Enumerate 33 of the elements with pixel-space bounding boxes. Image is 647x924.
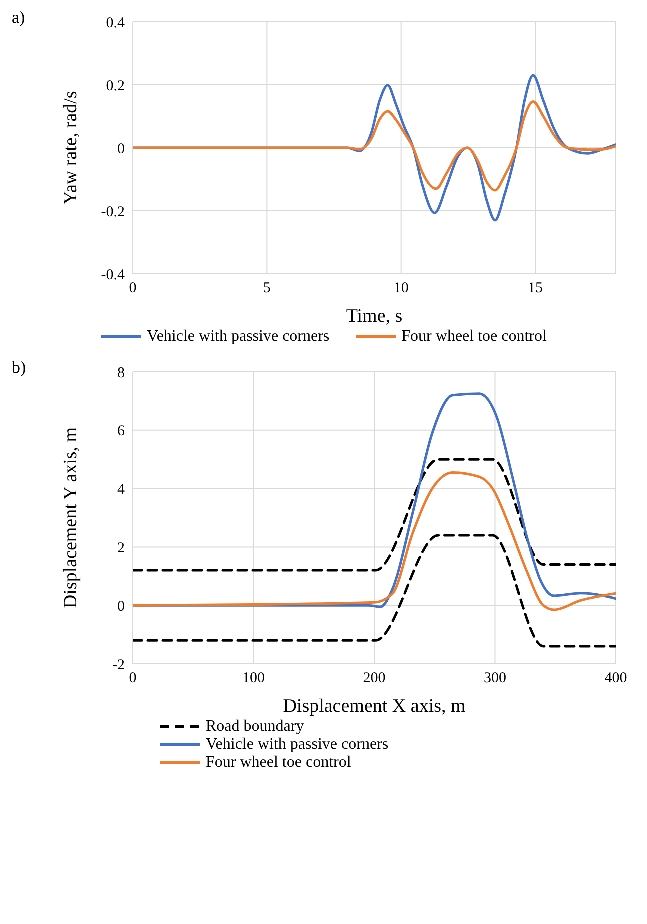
x-axis-title: Displacement X axis, m [283,696,466,717]
x-tick-label: 0 [129,670,137,687]
x-tick-label: 5 [263,280,271,297]
y-tick-label: 2 [118,540,125,557]
y-tick-label: 0 [118,598,125,615]
legend-label: Road boundary [206,718,304,736]
x-tick-label: 10 [394,280,409,297]
legend-label: Four wheel toe control [206,754,352,772]
y-axis-title: Displacement Y axis, m [60,427,82,609]
x-tick-label: 200 [363,670,386,687]
y-tick-label: 0 [118,141,125,158]
y-tick-label: -0.2 [101,204,125,220]
legend-label: Four wheel toe control [402,328,547,346]
x-tick-label: 0 [129,280,137,297]
x-tick-label: 15 [528,280,543,297]
y-tick-label: -0.4 [101,267,126,284]
legend-label: Vehicle with passive corners [206,736,389,754]
y-tick-label: 0.4 [106,15,126,32]
line-series [133,100,616,192]
text: b) [12,358,26,378]
y-tick-label: 0.2 [106,78,125,94]
y-tick-label: -2 [112,657,125,674]
x-tick-label: 300 [484,670,506,687]
x-tick-label: 400 [604,670,628,687]
line-series [133,471,616,612]
y-tick-label: 6 [118,424,126,440]
y-axis-title: Yaw rate, rad/s [60,91,82,205]
text: a) [12,8,26,28]
legend-label: Vehicle with passive corners [147,328,330,346]
x-tick-label: 100 [242,670,265,687]
y-tick-label: 4 [118,482,126,498]
y-tick-label: 8 [118,365,125,382]
x-axis-title: Time, s [346,306,403,327]
